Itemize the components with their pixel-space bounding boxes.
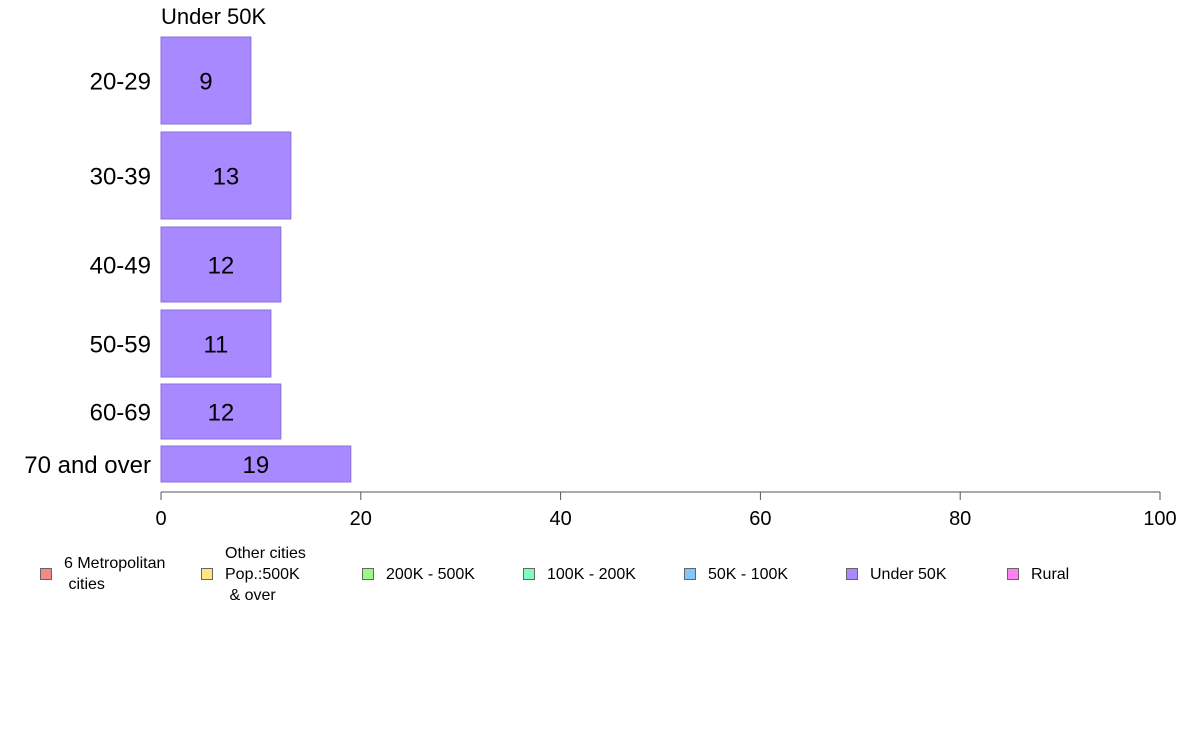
chart-title: Under 50K (161, 4, 267, 29)
legend-swatch (684, 568, 696, 580)
bar-value-label: 13 (213, 164, 240, 191)
x-tick-label: 40 (549, 508, 571, 530)
bar-30-39 (160, 131, 292, 220)
legend-item: 6 Metropolitan cities (40, 553, 165, 595)
legend-item: Other cities Pop.:500K & over (201, 543, 306, 606)
x-tick-label: 60 (749, 508, 771, 530)
category-label: 40-49 (90, 253, 151, 280)
x-tick-label: 20 (350, 508, 372, 530)
legend-label: Other cities Pop.:500K & over (225, 544, 306, 604)
category-label: 50-59 (90, 332, 151, 359)
bar-60-69 (160, 383, 282, 440)
category-label: 70 and over (24, 452, 151, 479)
legend-item: 100K - 200K (523, 564, 636, 585)
x-axis: 0 20 40 60 80 100 (155, 491, 1177, 530)
legend-label: 6 Metropolitan cities (64, 555, 166, 593)
legend-item: 200K - 500K (362, 564, 475, 585)
bars: 20-29 9 30-39 13 40-49 12 50-59 11 60-69 12 70 and… (24, 36, 352, 483)
legend: 6 Metropolitan cities Other cities Pop.:5… (0, 540, 1188, 610)
category-label: 60-69 (90, 400, 151, 427)
bar-value-label: 12 (208, 253, 235, 280)
category-label: 20-29 (90, 69, 151, 96)
legend-swatch (846, 568, 858, 580)
bar-40-49 (160, 226, 282, 303)
bar-value-label: 9 (199, 69, 212, 96)
bar-70-and-over (160, 445, 352, 483)
legend-item: 50K - 100K (684, 564, 788, 585)
legend-label: Rural (1031, 565, 1070, 583)
x-tick-label: 0 (155, 508, 166, 530)
chart: Under 50K 20-29 9 30-39 13 40-49 12 50-59 11 60-… (24, 4, 1177, 530)
bar-value-label: 19 (243, 452, 270, 479)
legend-label: 100K - 200K (547, 565, 636, 583)
legend-swatch (523, 568, 535, 580)
legend-item: Rural (1007, 564, 1069, 585)
bar-50-59 (160, 309, 272, 378)
legend-label: 200K - 500K (386, 565, 475, 583)
bar-value-label: 11 (203, 332, 228, 359)
legend-swatch (40, 568, 52, 580)
legend-label: Under 50K (870, 565, 947, 583)
bar-20-29 (160, 36, 252, 125)
x-tick-label: 80 (949, 508, 971, 530)
legend-label: 50K - 100K (708, 565, 789, 583)
legend-swatch (362, 568, 374, 580)
category-label: 30-39 (90, 164, 151, 191)
legend-swatch (201, 568, 213, 580)
legend-item: Under 50K (846, 564, 947, 585)
bar-value-label: 12 (208, 400, 235, 427)
x-tick-label: 100 (1143, 508, 1176, 530)
legend-swatch (1007, 568, 1019, 580)
